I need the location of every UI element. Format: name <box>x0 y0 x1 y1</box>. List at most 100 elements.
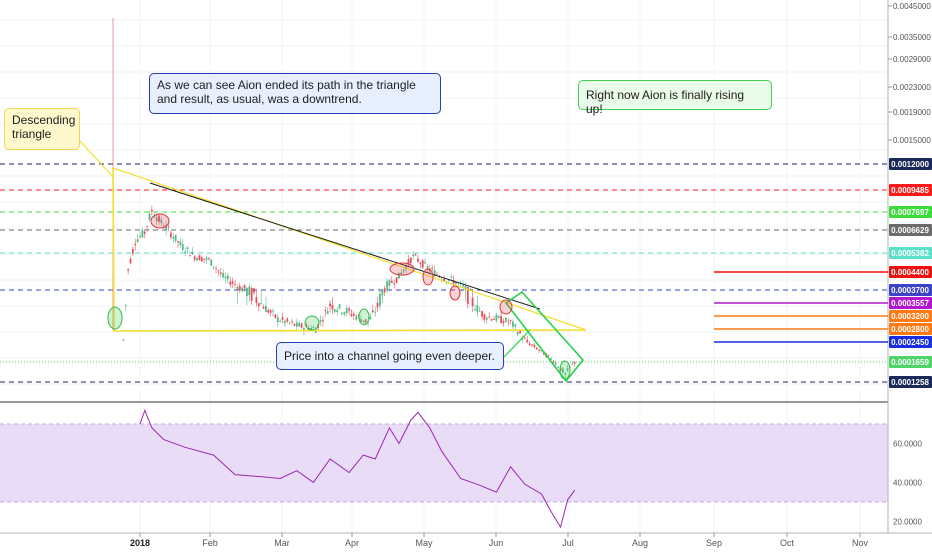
candle-body <box>504 317 507 322</box>
candle-body <box>227 275 229 280</box>
candle-body <box>234 284 236 285</box>
candle-body <box>303 328 305 331</box>
candle-body <box>172 236 175 239</box>
candle-body <box>329 303 331 307</box>
top-marker <box>449 285 461 301</box>
candle-body <box>139 236 141 238</box>
rsi-tick-label: 60.0000 <box>893 439 922 448</box>
candle-body <box>165 225 168 231</box>
rsi-band <box>0 424 888 502</box>
candle-body <box>267 310 270 313</box>
candle-body <box>217 270 220 272</box>
candle-body <box>531 344 533 346</box>
candle-body <box>383 288 386 293</box>
candle-body <box>265 305 267 312</box>
candle-body <box>452 279 455 285</box>
candle-body <box>210 259 213 266</box>
candle-body <box>431 268 434 269</box>
candle-body <box>550 358 552 360</box>
candle-body <box>150 209 153 212</box>
time-tick-label: Sep <box>706 538 722 548</box>
candle-body <box>557 367 560 368</box>
candle-body <box>203 258 206 260</box>
candle-body <box>196 257 198 261</box>
candle-body <box>436 273 438 275</box>
candle-body <box>395 277 398 283</box>
level-label: 0.0001659 <box>891 358 929 367</box>
candle-body <box>160 219 163 224</box>
candle-body <box>352 313 355 316</box>
candle-body <box>231 281 234 284</box>
candle-body <box>350 313 353 317</box>
time-tick-label: Jun <box>489 538 504 548</box>
bottom-marker <box>358 308 370 326</box>
time-tick-label: Nov <box>852 538 869 548</box>
candle-body <box>129 258 132 264</box>
level-badge <box>889 376 932 388</box>
candle-body <box>279 321 282 322</box>
level-label: 0.0009485 <box>891 186 929 195</box>
bottom-marker <box>559 360 571 380</box>
candle-body <box>295 322 298 327</box>
top-marker <box>422 268 434 286</box>
candle-body <box>493 318 495 320</box>
candle-body <box>538 349 541 351</box>
candle-body <box>250 287 253 301</box>
candle-body <box>481 311 483 317</box>
candle-body <box>333 309 336 312</box>
candle-body <box>136 239 139 243</box>
candle-body <box>364 319 367 323</box>
candle-body <box>186 247 189 250</box>
candle-body <box>521 338 524 340</box>
candle-body <box>331 304 334 310</box>
candle-body <box>181 244 184 251</box>
time-tick-label: May <box>415 538 433 548</box>
candle-body <box>357 315 360 317</box>
candle-body <box>312 327 315 329</box>
candle-body <box>566 368 569 372</box>
level-badge <box>889 297 932 309</box>
candle-body <box>426 266 429 269</box>
candle-body <box>148 213 151 220</box>
candle-body <box>238 285 241 291</box>
candle-body <box>284 320 286 324</box>
candle-body <box>191 251 194 255</box>
candle-body <box>507 321 510 323</box>
candle-body <box>512 321 514 327</box>
candle-body <box>300 323 303 328</box>
candle-body <box>134 243 137 246</box>
level-badge <box>889 184 932 196</box>
falling-channel <box>504 290 585 383</box>
candle-body <box>179 241 182 246</box>
candle-body <box>229 281 232 285</box>
candle-body <box>514 324 517 327</box>
candle-body <box>571 363 574 365</box>
candle-body <box>495 314 498 321</box>
candle-body <box>336 310 339 313</box>
level-label: 0.0003700 <box>891 286 929 295</box>
candle-body <box>169 232 172 238</box>
candle-body <box>421 260 424 268</box>
candle-body <box>146 226 149 227</box>
candle-body <box>281 317 284 320</box>
candle-body <box>433 269 436 276</box>
candle-body <box>554 362 557 365</box>
time-tick-label: Oct <box>780 538 795 548</box>
level-label: 0.0003557 <box>891 299 929 308</box>
candle-body <box>222 273 225 278</box>
rsi-line <box>139 408 576 529</box>
time-tick-label: Feb <box>202 538 218 548</box>
candle-body <box>177 240 179 243</box>
channel-pointer <box>503 329 531 358</box>
aion-triangle-note: As we can see Aion ended its path in the… <box>149 73 441 114</box>
candle-body <box>310 327 312 331</box>
candle-body <box>241 287 244 292</box>
bottom-marker <box>107 306 123 330</box>
candle-body <box>393 283 396 285</box>
candle-body <box>362 320 365 322</box>
candle-body <box>509 320 512 321</box>
candle-body <box>462 285 464 287</box>
candle-body <box>478 310 481 312</box>
